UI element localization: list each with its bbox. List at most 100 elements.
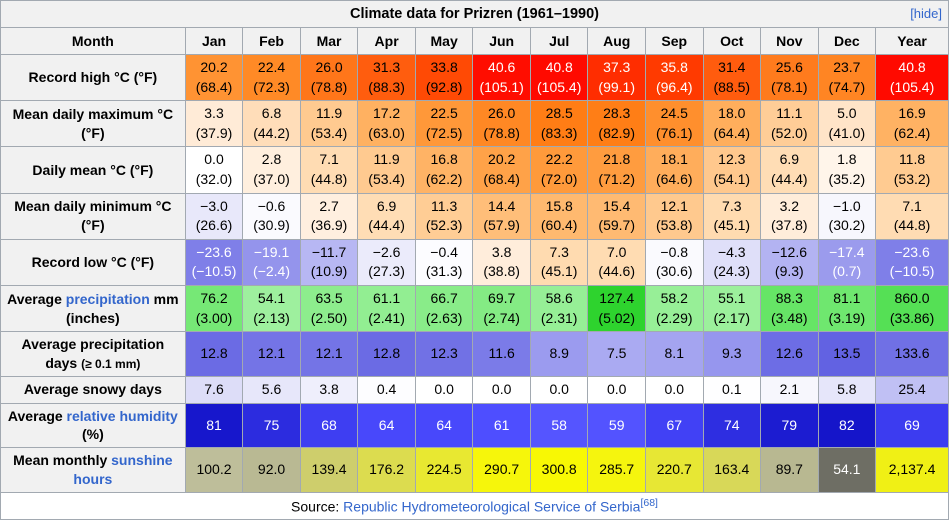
data-cell: 0.0 xyxy=(644,375,704,404)
data-cell: 5.0 (41.0) xyxy=(817,100,877,148)
data-cell: 25.4 xyxy=(875,375,949,404)
data-cell: 133.6 xyxy=(875,331,949,377)
data-cell: 6.9 (44.4) xyxy=(357,192,416,240)
row-label: Record low °C (°F) xyxy=(0,238,186,286)
data-cell: 7.5 xyxy=(587,331,646,377)
data-cell: 11.9 (53.4) xyxy=(299,100,359,148)
data-cell: 139.4 xyxy=(299,447,359,494)
source-link[interactable]: Republic Hydrometeorological Service of … xyxy=(343,498,641,515)
source-row: Source: Republic Hydrometeorological Ser… xyxy=(0,492,949,521)
data-cell: −0.4 (31.3) xyxy=(414,238,474,286)
data-cell: 40.8 (105.4) xyxy=(529,53,589,102)
data-cell: 40.6 (105.1) xyxy=(472,53,531,102)
data-cell: 6.9 (44.4) xyxy=(760,146,819,194)
data-cell: 22.2 (72.0) xyxy=(529,146,589,194)
data-cell: 7.6 xyxy=(184,375,244,404)
data-cell: −1.0 (30.2) xyxy=(817,192,877,240)
data-cell: 14.4 (57.9) xyxy=(472,192,531,240)
data-cell: 300.8 xyxy=(529,447,589,494)
hide-toggle[interactable]: [hide] xyxy=(910,6,942,21)
column-header-sep: Sep xyxy=(644,27,704,55)
row-label-link[interactable]: relative humidity xyxy=(66,407,178,424)
data-cell: 69.7 (2.74) xyxy=(472,284,531,333)
data-cell: 7.3 (45.1) xyxy=(702,192,762,240)
data-cell: 11.6 xyxy=(472,331,531,377)
data-cell: 76.2 (3.00) xyxy=(184,284,244,333)
data-cell: −2.6 (27.3) xyxy=(357,238,416,286)
data-cell: 7.0 (44.6) xyxy=(587,238,646,286)
data-cell: 89.7 xyxy=(760,447,819,494)
data-cell: 28.3 (82.9) xyxy=(587,100,646,148)
data-cell: 16.8 (62.2) xyxy=(414,146,474,194)
data-cell: 8.1 xyxy=(644,331,704,377)
data-cell: 7.1 (44.8) xyxy=(299,146,359,194)
data-cell: 63.5 (2.50) xyxy=(299,284,359,333)
data-cell: 74 xyxy=(702,402,762,449)
data-cell: 5.8 xyxy=(817,375,877,404)
table-row: Record high °C (°F) 20.2 (68.4) 22.4 (72.3… xyxy=(0,53,949,102)
data-cell: 2.1 xyxy=(760,375,819,404)
row-label: Average precipitation days (≥ 0.1 mm) xyxy=(0,331,186,377)
source-ref-link[interactable]: [68] xyxy=(640,497,658,510)
data-cell: −12.6 (9.3) xyxy=(760,238,819,286)
source-prefix-label: Source: xyxy=(291,498,344,515)
data-cell: 58.6 (2.31) xyxy=(529,284,589,333)
row-label-link[interactable]: sunshine hours xyxy=(73,452,173,488)
data-cell: 220.7 xyxy=(644,447,704,494)
data-cell: 3.2 (37.8) xyxy=(760,192,819,240)
data-cell: 68 xyxy=(299,402,359,449)
data-cell: 11.8 (53.2) xyxy=(875,146,949,194)
data-cell: 40.8 (105.4) xyxy=(875,53,949,102)
data-cell: −23.6 (−10.5) xyxy=(184,238,244,286)
column-header-jan: Jan xyxy=(184,27,244,55)
row-label-link[interactable]: precipitation xyxy=(65,290,150,307)
data-cell: 88.3 (3.48) xyxy=(760,284,819,333)
row-label: Mean daily minimum °C (°F) xyxy=(0,192,186,240)
page-title: Climate data for Prizren (1961–1990) xyxy=(349,6,600,22)
column-header-jul: Jul xyxy=(529,27,589,55)
data-cell: 11.3 (52.3) xyxy=(414,192,474,240)
data-cell: 24.5 (76.1) xyxy=(644,100,704,148)
data-cell: 3.8 (38.8) xyxy=(472,238,531,286)
column-header-mar: Mar xyxy=(299,27,359,55)
data-cell: 66.7 (2.63) xyxy=(414,284,474,333)
data-cell: 61 xyxy=(472,402,531,449)
data-cell: −11.7 (10.9) xyxy=(299,238,359,286)
data-cell: 0.0 (32.0) xyxy=(184,146,244,194)
row-label: Mean monthly sunshine hours xyxy=(0,447,186,494)
title-cell: Climate data for Prizren (1961–1990) [hi… xyxy=(0,0,949,28)
data-cell: 31.3 (88.3) xyxy=(357,53,416,102)
data-cell: −0.8 (30.6) xyxy=(644,238,704,286)
data-cell: 21.8 (71.2) xyxy=(587,146,646,194)
data-cell: 82 xyxy=(817,402,877,449)
data-cell: 9.3 xyxy=(702,331,762,377)
data-cell: 12.3 (54.1) xyxy=(702,146,762,194)
data-cell: 0.1 xyxy=(702,375,762,404)
data-cell: 290.7 xyxy=(472,447,531,494)
data-cell: 1.8 (35.2) xyxy=(817,146,877,194)
data-cell: 0.0 xyxy=(472,375,531,404)
data-cell: 92.0 xyxy=(242,447,301,494)
table-row: Average precipitation days (≥ 0.1 mm) 12.… xyxy=(0,331,949,377)
table-row: Average precipitation mm (inches) 76.2 (3… xyxy=(0,284,949,333)
row-label-note: (≥ 0.1 mm) xyxy=(81,357,141,372)
data-cell: −17.4 (0.7) xyxy=(817,238,877,286)
data-cell: 61.1 (2.41) xyxy=(357,284,416,333)
data-cell: 2.8 (37.0) xyxy=(242,146,301,194)
data-cell: 58 xyxy=(529,402,589,449)
data-cell: 8.9 xyxy=(529,331,589,377)
data-cell: 26.0 (78.8) xyxy=(299,53,359,102)
column-header-aug: Aug xyxy=(587,27,646,55)
data-cell: 75 xyxy=(242,402,301,449)
data-cell: 12.1 xyxy=(299,331,359,377)
column-header-apr: Apr xyxy=(357,27,416,55)
data-cell: 33.8 (92.8) xyxy=(414,53,474,102)
table-row: Average relative humidity (%) 81 75 68 64 64 6… xyxy=(0,402,949,449)
data-cell: 15.8 (60.4) xyxy=(529,192,589,240)
data-cell: 100.2 xyxy=(184,447,244,494)
data-cell: 67 xyxy=(644,402,704,449)
title-row: Climate data for Prizren (1961–1990) [hi… xyxy=(0,0,949,28)
data-cell: 23.7 (74.7) xyxy=(817,53,877,102)
data-cell: 55.1 (2.17) xyxy=(702,284,762,333)
